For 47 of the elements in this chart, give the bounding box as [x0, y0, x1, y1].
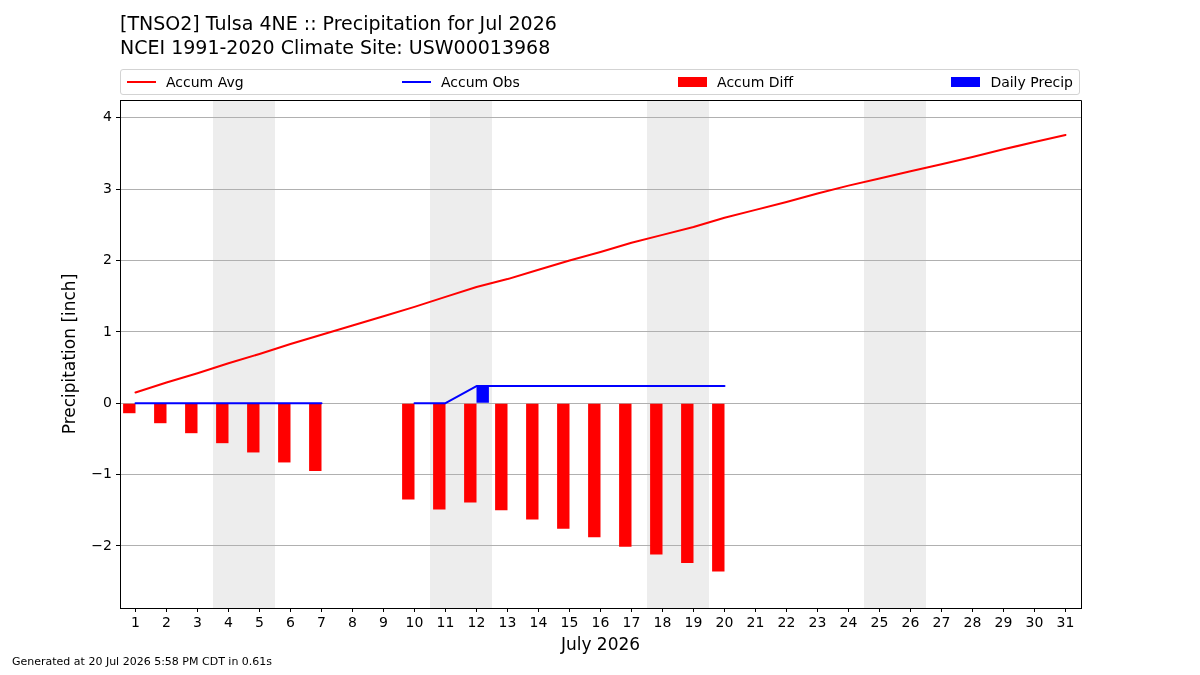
x-tick-label: 27	[932, 614, 951, 631]
x-axis-title: July 2026	[559, 634, 641, 655]
x-tick-label: 26	[901, 614, 920, 631]
legend-label: Accum Avg	[166, 74, 244, 90]
x-tick-label: 12	[467, 614, 486, 631]
x-tick-label: 5	[255, 614, 264, 631]
x-tick-label: 28	[963, 614, 982, 631]
y-tick-label: 2	[103, 251, 112, 268]
x-tick-label: 23	[808, 614, 827, 631]
x-tick-label: 14	[529, 614, 548, 631]
x-tick-label: 16	[591, 614, 610, 631]
x-tick-label: 9	[379, 614, 388, 631]
x-tick-label: 30	[1025, 614, 1044, 631]
x-tick-label: 15	[560, 614, 579, 631]
x-tick-label: 11	[436, 614, 455, 631]
x-tick-label: 24	[839, 614, 858, 631]
text: Generated at 20 Jul 2026 5:58 PM CDT in 0.61s	[12, 655, 273, 669]
x-tick-label: 2	[162, 614, 171, 631]
x-tick-label: 3	[193, 614, 202, 631]
y-tick-label: 3	[103, 179, 112, 196]
x-tick-label: 17	[622, 614, 641, 631]
chart-subtitle: NCEI 1991-2020 Climate Site: USW00013968	[120, 35, 552, 59]
y-tick-label: −2	[91, 536, 112, 553]
legend-label: Accum Obs	[440, 74, 520, 90]
x-tick-label: 29	[994, 614, 1013, 631]
y-tick-label: −1	[91, 465, 112, 482]
x-tick-label: 8	[348, 614, 357, 631]
x-tick-label: 13	[498, 614, 517, 631]
y-tick-label: 1	[103, 322, 112, 339]
x-tick-label: 4	[224, 614, 234, 631]
x-tick-label: 6	[286, 614, 296, 631]
x-tick-label: 21	[746, 614, 765, 631]
x-tick-label: 22	[777, 614, 796, 631]
x-tick-label: 25	[870, 614, 889, 631]
x-tick-label: 19	[684, 614, 703, 631]
x-tick-label: 18	[653, 614, 672, 631]
chart-title: [TNSO2] Tulsa 4NE :: Precipitation for Jul 2026	[120, 11, 557, 35]
legend-label: Daily Precip	[990, 74, 1073, 90]
x-tick-label: 31	[1056, 614, 1075, 631]
x-tick-label: 20	[715, 614, 734, 631]
x-tick-label: 10	[405, 614, 424, 631]
legend-label: Accum Diff	[717, 74, 794, 90]
y-axis-title: Precipitation [inch]	[58, 273, 79, 435]
y-tick-label: 4	[103, 108, 113, 125]
y-tick-label: 0	[103, 393, 112, 410]
x-tick-label: 7	[317, 614, 326, 631]
x-tick-label: 1	[131, 614, 140, 631]
